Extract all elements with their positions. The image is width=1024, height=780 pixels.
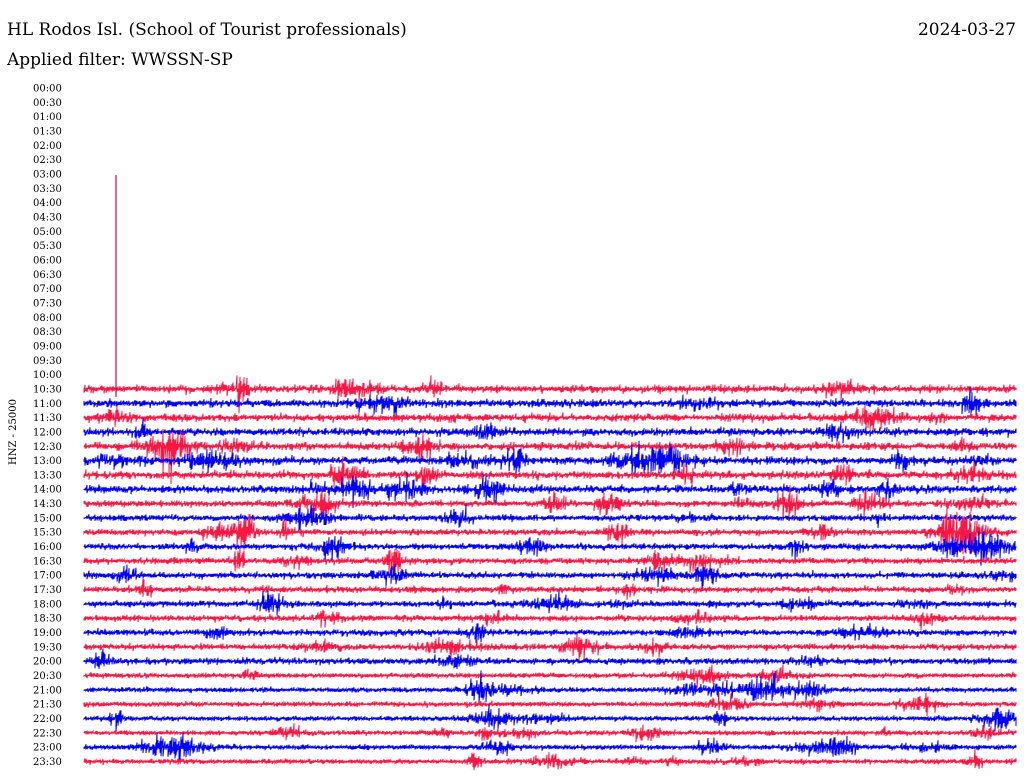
trace-11:30 <box>83 405 1017 435</box>
time-tick-label: 16:30 <box>33 556 62 567</box>
time-tick-label: 00:30 <box>33 98 62 109</box>
trace-21:30 <box>83 692 1017 717</box>
channel-axis-label: HNZ - 25000 <box>8 399 19 465</box>
time-tick-label: 06:00 <box>33 255 62 266</box>
trace-10:30 <box>83 375 1017 414</box>
trace-13:30 <box>83 456 1017 488</box>
trace-22:30 <box>83 723 1017 743</box>
trace-22:00 <box>83 704 1017 733</box>
time-tick-label: 01:30 <box>33 126 62 137</box>
time-tick-label: 22:00 <box>33 714 62 725</box>
time-tick-label: 20:30 <box>33 671 62 682</box>
time-tick-label: 19:00 <box>33 628 62 639</box>
trace-15:00 <box>83 504 1017 532</box>
trace-17:30 <box>83 579 1017 600</box>
time-tick-label: 22:30 <box>33 728 62 739</box>
plot-date: 2024-03-27 <box>917 20 1016 40</box>
time-tick-label: 13:00 <box>33 456 62 467</box>
trace-23:30 <box>83 748 1017 771</box>
trace-19:30 <box>83 633 1017 661</box>
time-tick-label: 17:00 <box>33 571 62 582</box>
time-tick-label: 09:00 <box>33 341 62 352</box>
trace-15:30 <box>83 506 1017 556</box>
trace-23:00 <box>83 732 1017 761</box>
trace-19:00 <box>83 622 1017 644</box>
time-tick-label: 14:30 <box>33 499 62 510</box>
time-tick-label: 10:00 <box>33 370 62 381</box>
trace-18:30 <box>83 609 1017 631</box>
time-tick-label: 17:30 <box>33 585 62 596</box>
time-tick-label: 16:00 <box>33 542 62 553</box>
time-tick-label: 03:30 <box>33 184 62 195</box>
time-tick-label: 07:00 <box>33 284 62 295</box>
trace-17:00 <box>83 563 1017 592</box>
time-tick-label: 11:00 <box>33 399 62 410</box>
trace-14:30 <box>83 484 1017 522</box>
time-tick-label: 08:30 <box>33 327 62 338</box>
time-tick-label: 06:30 <box>33 270 62 281</box>
time-tick-label: 23:00 <box>33 743 62 754</box>
time-tick-label: 19:30 <box>33 642 62 653</box>
time-tick-label: 08:00 <box>33 313 62 324</box>
filter-label: Applied filter: WWSSN-SP <box>7 50 233 70</box>
time-tick-label: 13:30 <box>33 470 62 481</box>
time-tick-label: 05:00 <box>33 227 62 238</box>
time-tick-label: 09:30 <box>33 356 62 367</box>
station-title: HL Rodos Isl. (School of Tourist profess… <box>7 20 407 40</box>
time-tick-label: 18:00 <box>33 599 62 610</box>
time-tick-label: 00:00 <box>33 84 62 95</box>
trace-18:00 <box>83 590 1017 616</box>
trace-11:00 <box>83 386 1017 417</box>
time-tick-label: 02:30 <box>33 155 62 166</box>
time-tick-label: 21:30 <box>33 700 62 711</box>
trace-12:00 <box>83 418 1017 444</box>
time-tick-label: 20:00 <box>33 657 62 668</box>
trace-14:00 <box>83 471 1017 509</box>
channel-label: HNZ - 25000 <box>8 399 19 465</box>
time-tick-label: 02:00 <box>33 141 62 152</box>
time-tick-label: 03:00 <box>33 169 62 180</box>
time-tick-label: 01:00 <box>33 112 62 123</box>
time-tick-label: 23:30 <box>33 757 62 768</box>
time-axis-labels: 00:00 00:30 01:00 01:30 02:00 02:30 03:00 03:30… <box>33 84 62 769</box>
time-tick-label: 21:00 <box>33 685 62 696</box>
trace-20:00 <box>83 648 1017 670</box>
time-tick-label: 04:00 <box>33 198 62 209</box>
time-tick-label: 14:00 <box>33 485 62 496</box>
time-tick-label: 15:00 <box>33 513 62 524</box>
trace-12:30 <box>83 428 1017 485</box>
trace-16:30 <box>83 547 1017 578</box>
time-tick-label: 10:30 <box>33 384 62 395</box>
seismic-traces <box>83 175 1017 771</box>
time-tick-label: 07:30 <box>33 298 62 309</box>
trace-16:00 <box>83 530 1017 566</box>
time-tick-label: 05:30 <box>33 241 62 252</box>
trace-20:30 <box>83 664 1017 689</box>
time-tick-label: 12:30 <box>33 442 62 453</box>
trace-13:00 <box>83 440 1017 476</box>
time-tick-label: 04:30 <box>33 212 62 223</box>
time-tick-label: 15:30 <box>33 528 62 539</box>
trace-21:00 <box>83 670 1017 703</box>
time-tick-label: 18:30 <box>33 614 62 625</box>
time-tick-label: 11:30 <box>33 413 62 424</box>
time-tick-label: 12:00 <box>33 427 62 438</box>
